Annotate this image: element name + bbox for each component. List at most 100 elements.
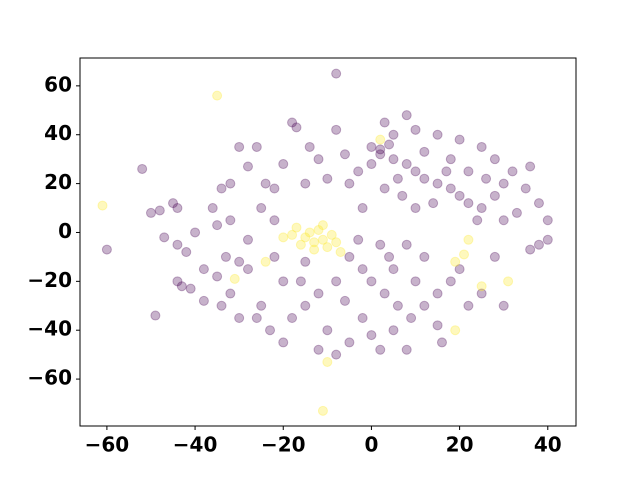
x-tick-label: 40 xyxy=(534,433,562,457)
scatter-point xyxy=(432,178,443,189)
scatter-point xyxy=(476,141,487,152)
scatter-point xyxy=(503,276,514,287)
x-tick-label: −40 xyxy=(173,433,218,457)
scatter-point xyxy=(525,161,536,172)
scatter-point xyxy=(339,295,350,306)
scatter-point xyxy=(498,178,509,189)
scatter-point xyxy=(304,141,315,152)
scatter-point xyxy=(410,166,421,177)
scatter-point xyxy=(401,159,412,170)
scatter-point xyxy=(489,251,500,262)
scatter-point xyxy=(428,198,439,209)
scatter-point xyxy=(168,198,179,209)
scatter-point xyxy=(454,264,465,275)
scatter-point xyxy=(375,149,386,160)
scatter-point xyxy=(269,183,280,194)
scatter-point xyxy=(154,205,165,216)
x-tick-label: 0 xyxy=(364,433,378,457)
scatter-point xyxy=(278,232,289,243)
scatter-point xyxy=(454,190,465,201)
scatter-point xyxy=(137,163,148,174)
scatter-point xyxy=(287,229,298,240)
scatter-point xyxy=(366,276,377,287)
y-tick-label: 0 xyxy=(58,219,72,243)
y-tick-label: 40 xyxy=(44,121,72,145)
scatter-point xyxy=(410,276,421,287)
scatter-point xyxy=(432,320,443,331)
scatter-point xyxy=(287,117,298,128)
scatter-point xyxy=(410,203,421,214)
y-tick-label: 20 xyxy=(44,170,72,194)
scatter-point xyxy=(300,256,311,267)
scatter-point xyxy=(313,288,324,299)
scatter-point xyxy=(150,310,161,321)
scatter-point xyxy=(454,134,465,145)
scatter-point xyxy=(401,110,412,121)
scatter-point xyxy=(331,349,342,360)
scatter-point xyxy=(388,325,399,336)
scatter-point xyxy=(489,190,500,201)
scatter-point xyxy=(172,239,183,250)
scatter-point xyxy=(304,227,315,238)
scatter-point xyxy=(300,178,311,189)
scatter-point xyxy=(344,337,355,348)
scatter-point xyxy=(392,173,403,184)
scatter-point xyxy=(384,139,395,150)
scatter-point xyxy=(432,129,443,140)
scatter-point xyxy=(322,356,333,367)
scatter-point xyxy=(331,237,342,248)
scatter-point xyxy=(265,325,276,336)
scatter-point xyxy=(357,264,368,275)
x-tick-label: 20 xyxy=(446,433,474,457)
scatter-point xyxy=(234,141,245,152)
scatter-point xyxy=(472,215,483,226)
scatter-point xyxy=(313,154,324,165)
scatter-point xyxy=(322,242,333,253)
scatter-point xyxy=(366,141,377,152)
x-tick-label: −20 xyxy=(261,433,306,457)
scatter-point xyxy=(331,124,342,135)
scatter-point xyxy=(145,207,156,218)
scatter-point xyxy=(225,178,236,189)
scatter-point xyxy=(432,288,443,299)
scatter-point xyxy=(260,256,271,267)
scatter-point xyxy=(375,144,386,155)
scatter-point xyxy=(388,154,399,165)
scatter-point xyxy=(384,251,395,262)
scatter-point xyxy=(357,203,368,214)
scatter-point xyxy=(450,325,461,336)
scatter-point xyxy=(291,222,302,233)
scatter-point xyxy=(212,220,223,231)
scatter-point xyxy=(251,141,262,152)
scatter-point xyxy=(225,215,236,226)
scatter-point xyxy=(445,183,456,194)
scatter-point xyxy=(498,300,509,311)
scatter-point xyxy=(190,227,201,238)
scatter-point xyxy=(313,225,324,236)
scatter-point xyxy=(353,234,364,245)
scatter-point xyxy=(242,234,253,245)
scatter-point xyxy=(242,161,253,172)
scatter-point xyxy=(463,234,474,245)
scatter-point xyxy=(229,273,240,284)
scatter-point xyxy=(331,276,342,287)
scatter-point xyxy=(225,288,236,299)
scatter-point xyxy=(445,276,456,287)
scatter-point xyxy=(172,276,183,287)
y-tick-label: −20 xyxy=(27,268,72,292)
scatter-point xyxy=(419,251,430,262)
scatter-point xyxy=(317,234,328,245)
scatter-point xyxy=(507,166,518,177)
scatter-point xyxy=(542,234,553,245)
axes-frame xyxy=(79,57,577,427)
scatter-point xyxy=(331,68,342,79)
scatter-point xyxy=(379,117,390,128)
scatter-point xyxy=(159,232,170,243)
scatter-point xyxy=(379,183,390,194)
scatter-point xyxy=(489,154,500,165)
scatter-point xyxy=(300,300,311,311)
scatter-point xyxy=(176,281,187,292)
scatter-point xyxy=(476,203,487,214)
x-tick-label: −60 xyxy=(85,433,130,457)
